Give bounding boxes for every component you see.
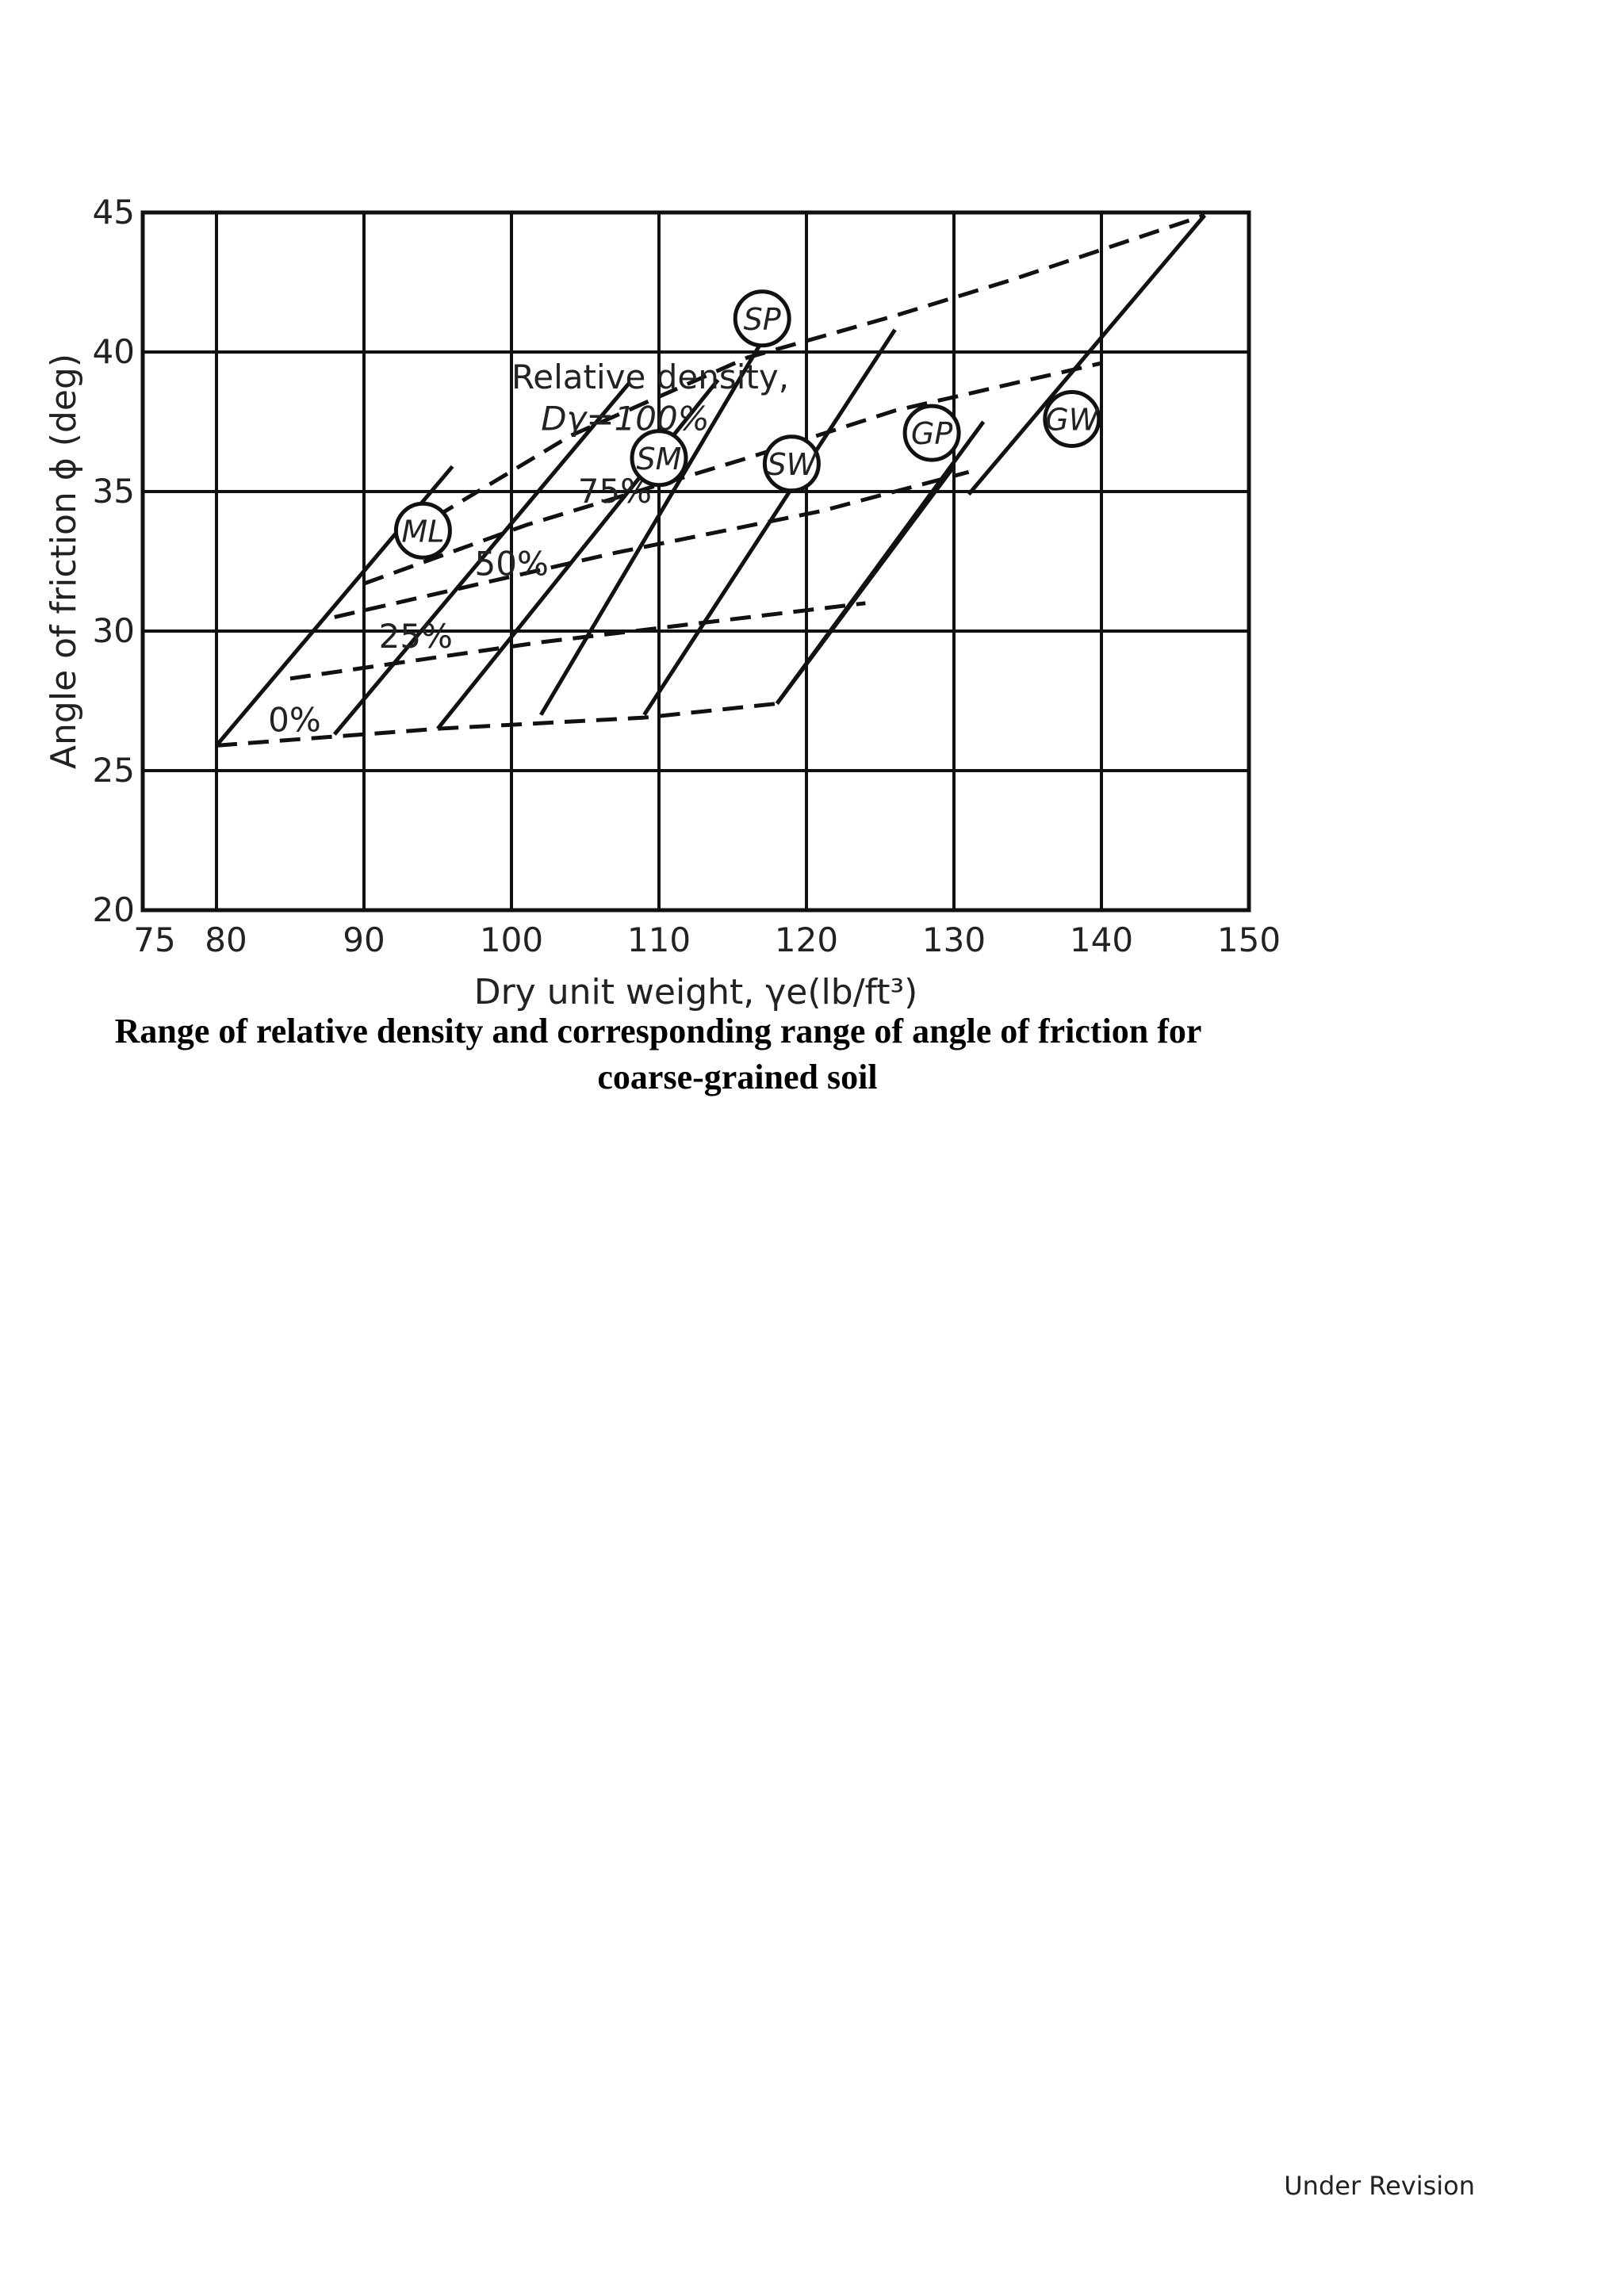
revision-note: Under Revision <box>1284 2171 1475 2201</box>
density-line-75pct <box>363 361 1102 586</box>
caption-line-1: Range of relative density and correspond… <box>114 1012 1202 1050</box>
soil-label: GP <box>911 416 952 451</box>
soil-label: GW <box>1045 402 1099 437</box>
y-tick-label: 45 <box>93 193 135 232</box>
density-line-25pct <box>289 601 866 681</box>
caption-line-2: coarse-grained soil <box>597 1058 878 1096</box>
soil-label: SM <box>637 442 682 476</box>
soil-label-circle <box>393 501 452 560</box>
y-tick-label: 40 <box>93 332 135 371</box>
soil-label-circle <box>630 429 688 488</box>
y-tick-label: 30 <box>93 611 135 650</box>
density-annotation: Dγ=100% <box>541 400 709 438</box>
density-annotation: 50% <box>475 545 549 584</box>
y-tick-label: 25 <box>93 751 135 790</box>
x-tick-label: 75 <box>133 920 175 959</box>
density-annotation: 25% <box>379 617 453 656</box>
y-tick-label: 20 <box>93 890 135 929</box>
x-tick-label: 90 <box>343 920 385 959</box>
density-annotation: 0% <box>268 701 321 740</box>
soil-range-line <box>539 339 764 716</box>
chart-container: 75 80 90 100 110 120 130 140 150 20 25 30 35 40 45 Dry … <box>0 0 1624 1031</box>
soil-range-line <box>332 381 631 736</box>
soil-label: SP <box>744 302 781 337</box>
y-axis-label: Angle of friction ϕ (deg) <box>44 354 84 769</box>
x-axis-label: Dry unit weight, γe(lb/ft³) <box>474 972 918 1012</box>
soil-label-circle <box>762 434 821 493</box>
x-tick-label: 110 <box>627 920 691 959</box>
x-tick-label: 140 <box>1070 920 1133 959</box>
x-tick-label: 100 <box>480 920 543 959</box>
soil-label-circle <box>902 404 961 462</box>
x-tick-label: 130 <box>922 920 986 959</box>
soil-label: SW <box>768 447 818 482</box>
plot-frame <box>140 210 1251 913</box>
density-annotation: Relative density, <box>511 358 789 396</box>
x-tick-label: 120 <box>775 920 838 959</box>
soil-label: ML <box>401 514 444 549</box>
soil-range-line <box>642 328 897 716</box>
figure-caption: Range of relative density and correspond… <box>32 1008 1285 1100</box>
density-line-100pct <box>407 213 1205 535</box>
friction-angle-chart: 75 80 90 100 110 120 130 140 150 20 25 30 35 40 45 Dry … <box>44 193 1281 1012</box>
y-tick-label: 35 <box>93 472 135 511</box>
soil-range-line <box>967 213 1207 496</box>
soil-label-circle <box>1043 389 1101 448</box>
density-line-50pct <box>334 469 970 619</box>
x-tick-label: 80 <box>205 920 247 959</box>
x-tick-label: 150 <box>1217 920 1281 959</box>
soil-range-line <box>775 465 956 706</box>
density-line-0pct <box>216 702 778 748</box>
soil-label-circle <box>733 289 791 348</box>
